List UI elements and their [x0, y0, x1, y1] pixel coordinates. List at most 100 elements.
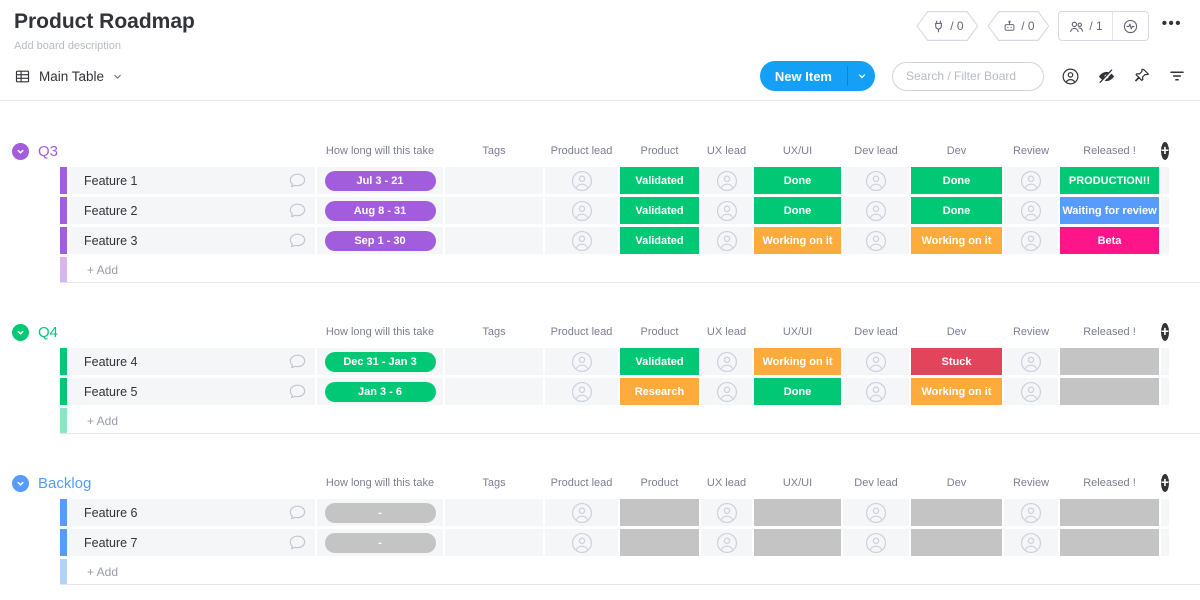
dev-status-cell[interactable]	[911, 499, 1002, 526]
board-title[interactable]: Product Roadmap	[14, 10, 195, 33]
ux-lead-cell[interactable]	[701, 529, 752, 556]
dev-status-cell[interactable]: Working on it	[911, 227, 1002, 254]
tags-cell[interactable]	[445, 378, 543, 405]
item-name-cell[interactable]: Feature 6	[69, 499, 315, 526]
uxui-status-cell[interactable]: Done	[754, 167, 841, 194]
column-header[interactable]: UX/UI	[782, 326, 813, 338]
group-title[interactable]: Q3	[38, 142, 59, 160]
collapse-group-button[interactable]	[12, 142, 29, 160]
column-header[interactable]: How long will this take	[325, 145, 435, 157]
timeline-cell[interactable]: Aug 8 - 31	[317, 197, 443, 224]
comment-bubble-icon[interactable]	[288, 352, 307, 371]
column-header[interactable]: Dev	[946, 477, 967, 489]
automations-badge[interactable]: / 0	[987, 11, 1049, 41]
dev-status-cell[interactable]: Stuck	[911, 348, 1002, 375]
board-activity[interactable]	[1111, 12, 1148, 40]
tags-cell[interactable]	[445, 348, 543, 375]
dev-status-cell[interactable]: Done	[911, 167, 1002, 194]
add-column-button[interactable]: +	[1160, 142, 1169, 160]
review-cell[interactable]	[1004, 348, 1058, 375]
add-item-row[interactable]: + Add	[60, 408, 1200, 434]
item-name-cell[interactable]: Feature 1	[69, 167, 315, 194]
review-cell[interactable]	[1004, 227, 1058, 254]
timeline-cell[interactable]: Dec 31 - Jan 3	[317, 348, 443, 375]
dev-lead-cell[interactable]	[843, 348, 909, 375]
released-status-cell[interactable]: Beta	[1060, 227, 1159, 254]
column-header[interactable]: Review	[1012, 477, 1050, 489]
new-item-button[interactable]: New Item	[759, 61, 875, 91]
tags-cell[interactable]	[445, 227, 543, 254]
dev-status-cell[interactable]: Done	[911, 197, 1002, 224]
product-status-cell[interactable]	[620, 499, 699, 526]
dev-lead-cell[interactable]	[843, 529, 909, 556]
uxui-status-cell[interactable]: Done	[754, 378, 841, 405]
tags-cell[interactable]	[445, 529, 543, 556]
pin-icon[interactable]	[1133, 67, 1151, 85]
column-header[interactable]: Product lead	[550, 477, 613, 489]
timeline-cell[interactable]: -	[317, 499, 443, 526]
hidden-columns-eye-icon[interactable]	[1097, 67, 1116, 86]
dev-lead-cell[interactable]	[843, 167, 909, 194]
product-lead-cell[interactable]	[545, 227, 618, 254]
product-status-cell[interactable]: Validated	[620, 167, 699, 194]
tags-cell[interactable]	[445, 167, 543, 194]
column-header[interactable]: Tags	[482, 145, 506, 157]
add-item-row[interactable]: + Add	[60, 559, 1200, 585]
column-header[interactable]: Product lead	[550, 145, 613, 157]
comment-bubble-icon[interactable]	[288, 503, 307, 522]
released-status-cell[interactable]	[1060, 378, 1159, 405]
board-members[interactable]: / 1	[1059, 12, 1111, 40]
board-menu-button[interactable]: •••	[1161, 14, 1182, 32]
product-lead-cell[interactable]	[545, 197, 618, 224]
review-cell[interactable]	[1004, 167, 1058, 194]
column-header[interactable]: Review	[1012, 326, 1050, 338]
product-lead-cell[interactable]	[545, 167, 618, 194]
column-header[interactable]: Product	[640, 326, 679, 338]
comment-bubble-icon[interactable]	[288, 231, 307, 250]
column-header[interactable]: UX/UI	[782, 477, 813, 489]
column-header[interactable]: How long will this take	[325, 477, 435, 489]
column-header[interactable]: Dev lead	[854, 326, 898, 338]
add-item-row[interactable]: + Add	[60, 257, 1200, 283]
item-name-cell[interactable]: Feature 2	[69, 197, 315, 224]
column-header[interactable]: Product	[640, 145, 679, 157]
item-name-cell[interactable]: Feature 3	[69, 227, 315, 254]
comment-bubble-icon[interactable]	[288, 533, 307, 552]
ux-lead-cell[interactable]	[701, 167, 752, 194]
person-filter-icon[interactable]	[1061, 67, 1080, 86]
column-header[interactable]: Dev	[946, 145, 967, 157]
collapse-group-button[interactable]	[12, 474, 29, 492]
dev-status-cell[interactable]: Working on it	[911, 378, 1002, 405]
filter-icon[interactable]	[1168, 67, 1186, 85]
column-header[interactable]: Released !	[1083, 477, 1136, 489]
column-header[interactable]: Tags	[482, 326, 506, 338]
dev-lead-cell[interactable]	[843, 378, 909, 405]
ux-lead-cell[interactable]	[701, 499, 752, 526]
dev-lead-cell[interactable]	[843, 227, 909, 254]
released-status-cell[interactable]	[1060, 529, 1159, 556]
dev-lead-cell[interactable]	[843, 197, 909, 224]
product-lead-cell[interactable]	[545, 378, 618, 405]
product-lead-cell[interactable]	[545, 348, 618, 375]
dev-status-cell[interactable]	[911, 529, 1002, 556]
column-header[interactable]: UX/UI	[782, 145, 813, 157]
column-header[interactable]: How long will this take	[325, 326, 435, 338]
dev-lead-cell[interactable]	[843, 499, 909, 526]
released-status-cell[interactable]	[1060, 348, 1159, 375]
column-header[interactable]: Product	[640, 477, 679, 489]
released-status-cell[interactable]: Waiting for review	[1060, 197, 1159, 224]
add-column-button[interactable]: +	[1160, 323, 1169, 341]
uxui-status-cell[interactable]: Working on it	[754, 348, 841, 375]
collapse-group-button[interactable]	[12, 323, 29, 341]
tags-cell[interactable]	[445, 499, 543, 526]
column-header[interactable]: Released !	[1083, 145, 1136, 157]
review-cell[interactable]	[1004, 499, 1058, 526]
column-header[interactable]: Review	[1012, 145, 1050, 157]
product-status-cell[interactable]: Validated	[620, 197, 699, 224]
comment-bubble-icon[interactable]	[288, 171, 307, 190]
item-name-cell[interactable]: Feature 7	[69, 529, 315, 556]
uxui-status-cell[interactable]: Working on it	[754, 227, 841, 254]
released-status-cell[interactable]: PRODUCTION!!	[1060, 167, 1159, 194]
ux-lead-cell[interactable]	[701, 227, 752, 254]
review-cell[interactable]	[1004, 529, 1058, 556]
